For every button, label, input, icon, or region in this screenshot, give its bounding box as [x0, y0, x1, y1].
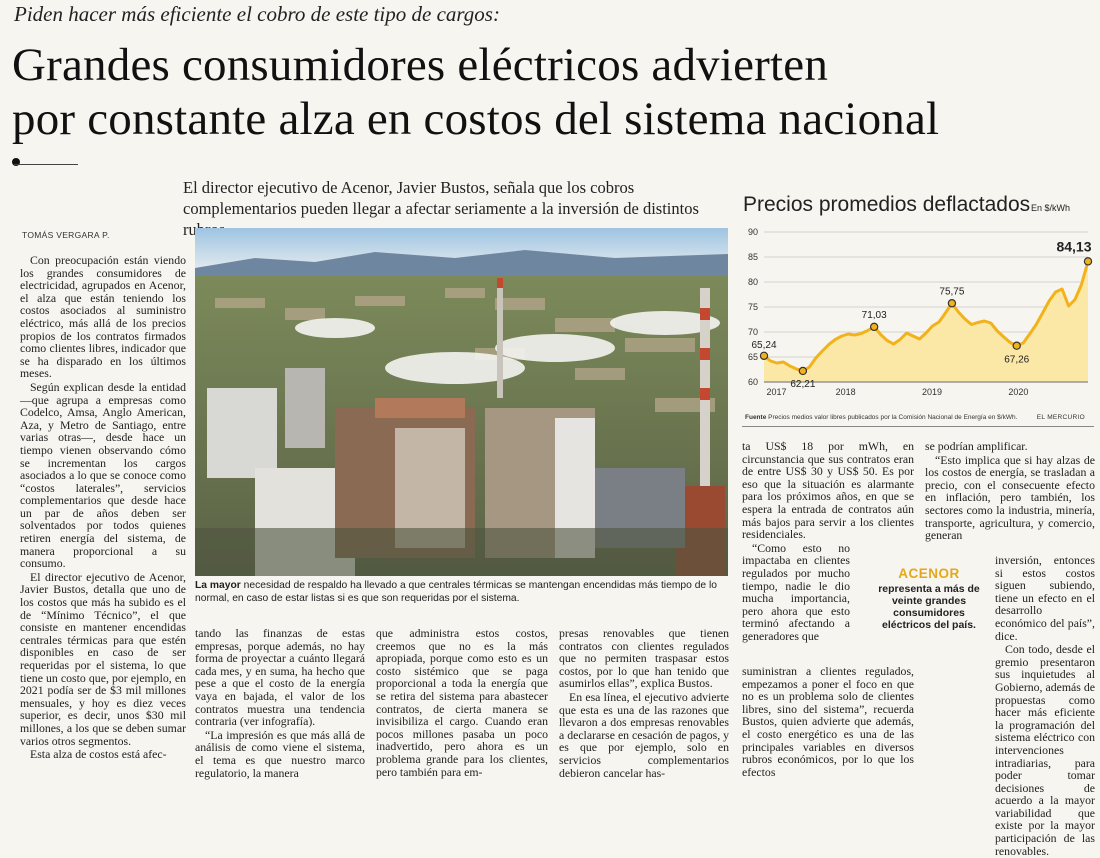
- power-plant-image: [195, 228, 728, 576]
- y-tick-label: 65: [748, 352, 758, 362]
- x-tick-label: 2019: [922, 387, 942, 397]
- paragraph: Esta alza de costos está afec-: [20, 748, 186, 761]
- power-plant-photo: [195, 228, 728, 576]
- paragraph: “La impresión es que más allá de análisi…: [195, 729, 365, 779]
- price-chart: 60 65 70 75 80 85 90 65,24 62,21 71,03 75,75 67,26…: [740, 222, 1095, 410]
- article-column-1: Con preocupación están viendo los grande…: [20, 254, 186, 761]
- paragraph: ta US$ 18 por mWh, en circunstancia que …: [742, 440, 914, 541]
- headline-line-1: Grandes consumidores eléctricos advierte…: [12, 38, 1092, 92]
- caption-text: necesidad de respaldo ha llevado a que c…: [195, 580, 717, 604]
- y-tick-label: 85: [748, 252, 758, 262]
- paragraph: Según explican desde la entidad —que agr…: [20, 381, 186, 570]
- paragraph: “Como esto no impactaba en clientes regu…: [742, 542, 850, 643]
- kicker: Piden hacer más eficiente el cobro de es…: [14, 2, 500, 27]
- data-point-marker: [948, 300, 955, 307]
- y-axis-labels: 60 65 70 75 80 85 90: [748, 227, 758, 387]
- chart-unit: En $/kWh: [1031, 203, 1070, 213]
- photo-caption: La mayor necesidad de respaldo ha llevad…: [195, 580, 728, 605]
- pull-quote-text: representa a más de veinte grandes consu…: [870, 583, 988, 631]
- paragraph: El director ejecutivo de Acenor, Javier …: [20, 571, 186, 747]
- paragraph: inversión, entonces si estos costos sigu…: [995, 554, 1095, 642]
- paragraph: Con todo, desde el gremio presentaron su…: [995, 643, 1095, 857]
- chart-title: Precios promedios deflactados: [743, 193, 1030, 217]
- article-column-3: que administra estos costos, creemos que…: [376, 627, 548, 778]
- data-label: 84,13: [1056, 238, 1091, 254]
- chart-rule: [742, 426, 1094, 427]
- data-label: 67,26: [1004, 355, 1029, 366]
- source-label: Fuente: [745, 414, 766, 421]
- article-column-6-top: se podrían amplificar. “Esto implica que…: [925, 440, 1095, 542]
- x-tick-label: 2020: [1008, 387, 1028, 397]
- chart-credit: EL MERCURIO: [1037, 414, 1085, 421]
- paragraph: se podrían amplificar.: [925, 440, 1095, 453]
- paragraph: suministran a clientes regulados, empeza…: [742, 665, 914, 778]
- byline: TOMÁS VERGARA P.: [22, 230, 110, 240]
- paragraph: que administra estos costos, creemos que…: [376, 627, 548, 778]
- data-point-marker: [760, 352, 767, 359]
- paragraph: presas renovables que tienen contratos c…: [559, 627, 729, 690]
- y-tick-label: 70: [748, 327, 758, 337]
- data-point-marker: [1013, 342, 1020, 349]
- data-point-marker: [1084, 258, 1091, 265]
- pull-quote: ACENOR representa a más de veinte grande…: [870, 566, 988, 631]
- paragraph: “Esto implica que si hay alzas de los co…: [925, 454, 1095, 542]
- y-tick-label: 80: [748, 277, 758, 287]
- caption-lead: La mayor: [195, 580, 241, 591]
- article-column-2: tando las finanzas de estas empresas, po…: [195, 627, 365, 779]
- x-tick-label: 2018: [836, 387, 856, 397]
- separator-line: [14, 164, 78, 165]
- data-point-marker: [871, 323, 878, 330]
- headline-line-2: por constante alza en costos del sistema…: [12, 92, 1092, 146]
- data-label: 65,24: [751, 340, 776, 351]
- article-column-4: presas renovables que tienen contratos c…: [559, 627, 729, 779]
- data-point-marker: [799, 367, 806, 374]
- source-text: Precios medios valor libres publicados p…: [766, 414, 1017, 421]
- chart-source: Fuente Precios medios valor libres publi…: [745, 414, 1095, 421]
- pull-quote-title: ACENOR: [870, 566, 988, 581]
- paragraph: Con preocupación están viendo los grande…: [20, 254, 186, 380]
- x-tick-label: 2017: [766, 387, 786, 397]
- article-column-5-bottom: suministran a clientes regulados, empeza…: [742, 665, 914, 778]
- headline: Grandes consumidores eléctricos advierte…: [12, 38, 1092, 146]
- y-tick-label: 60: [748, 377, 758, 387]
- article-column-6-bottom: inversión, entonces si estos costos sigu…: [995, 554, 1095, 857]
- paragraph: En esa línea, el ejecutivo advierte que …: [559, 691, 729, 779]
- data-label: 62,21: [790, 379, 815, 390]
- y-tick-label: 90: [748, 227, 758, 237]
- data-label: 75,75: [939, 286, 964, 297]
- paragraph: tando las finanzas de estas empresas, po…: [195, 627, 365, 728]
- y-tick-label: 75: [748, 302, 758, 312]
- data-label: 71,03: [862, 310, 887, 321]
